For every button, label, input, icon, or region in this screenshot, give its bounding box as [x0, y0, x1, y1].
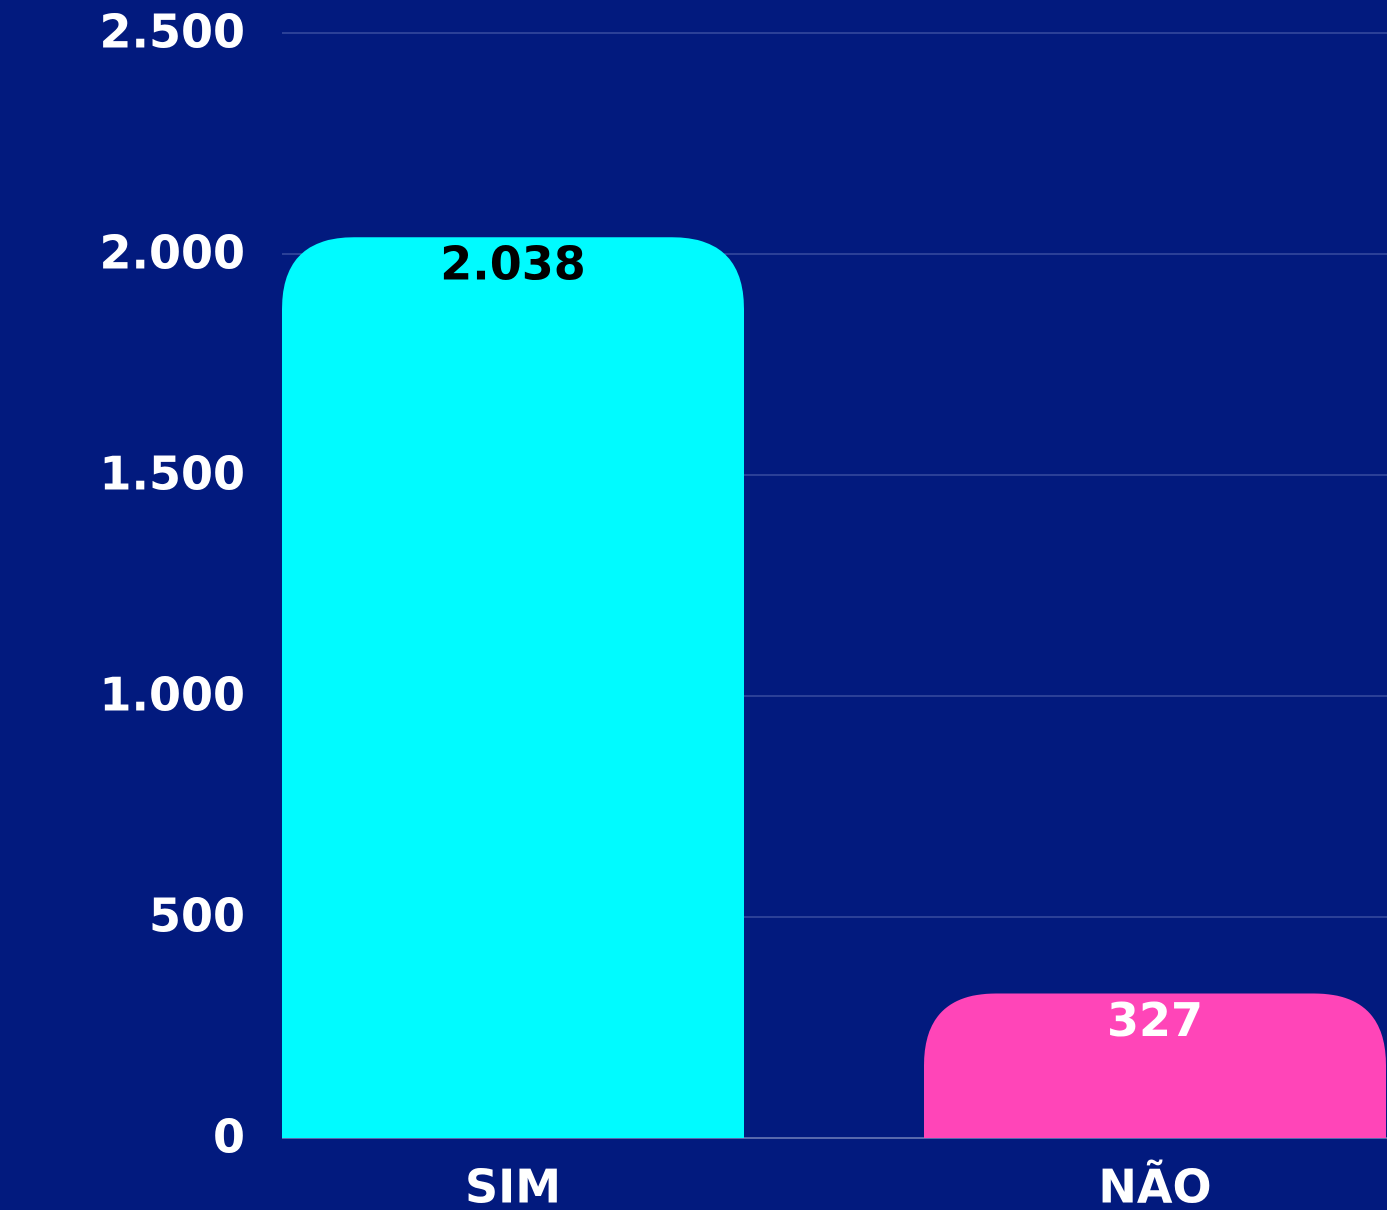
y-tick-label: 1.500: [99, 447, 245, 501]
value-label: 327: [1107, 993, 1203, 1047]
y-tick-label: 500: [149, 889, 245, 943]
y-tick-label: 2.500: [99, 5, 245, 59]
value-label: 2.038: [440, 237, 586, 291]
x-tick-label: NÃO: [1098, 1159, 1211, 1210]
bar: [924, 993, 1386, 1138]
x-tick-label: SIM: [465, 1160, 561, 1210]
y-tick-label: 0: [213, 1110, 245, 1164]
bar: [282, 237, 744, 1139]
y-tick-label: 2.000: [99, 226, 245, 280]
y-tick-label: 1.000: [99, 668, 245, 722]
